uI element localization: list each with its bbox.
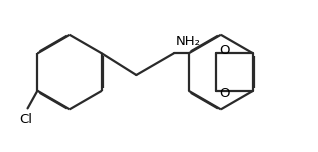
Text: Cl: Cl [19, 113, 32, 126]
Text: NH₂: NH₂ [176, 35, 201, 48]
Text: O: O [219, 44, 229, 57]
Text: O: O [219, 87, 229, 100]
